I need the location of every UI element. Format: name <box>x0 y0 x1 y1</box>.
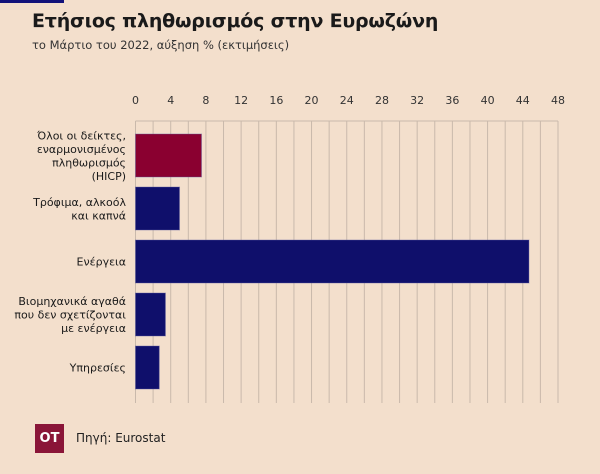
bar <box>135 186 181 231</box>
x-tick-label: 24 <box>340 94 354 107</box>
x-tick-label: 8 <box>202 94 209 107</box>
category-label-line: Τρόφιμα, αλκοόλ <box>32 196 126 209</box>
bar <box>135 239 530 284</box>
category-label: Βιομηχανικά αγαθά που δεν σχετίζονται με ε… <box>14 295 126 335</box>
bar <box>135 133 203 178</box>
category-label-line: Ενέργεια <box>77 256 126 269</box>
ot-logo: OT <box>35 424 64 453</box>
x-tick-label: 28 <box>375 94 389 107</box>
category-label-line: Βιομηχανικά αγαθά <box>18 295 126 308</box>
x-tick-label: 12 <box>234 94 248 107</box>
category-label: Όλοι οι δείκτες, εναρμονισμένος πληθωρισμό… <box>36 129 126 183</box>
top-accent-bar <box>0 0 64 3</box>
x-tick-label: 48 <box>551 94 565 107</box>
x-tick-label: 36 <box>445 94 459 107</box>
category-label-line: και καπνά <box>71 209 126 222</box>
category-label-line: που δεν σχετίζονται <box>14 309 126 322</box>
category-label: Ενέργεια <box>77 256 126 269</box>
x-tick-label: 4 <box>167 94 174 107</box>
category-label: Τρόφιμα, αλκοόλ και καπνά <box>32 196 126 223</box>
chart-subtitle: το Μάρτιο του 2022, αύξηση % (εκτιμήσεις… <box>32 38 290 52</box>
x-tick-label: 16 <box>269 94 283 107</box>
chart-title: Ετήσιος πληθωρισμός στην Ευρωζώνη <box>32 10 439 32</box>
category-label: Υπηρεσίες <box>69 362 126 375</box>
category-label-line: πληθωρισμός <box>52 156 126 169</box>
category-label-line: εναρμονισμένος <box>37 143 126 156</box>
x-tick-label: 20 <box>305 94 319 107</box>
x-tick-label: 40 <box>481 94 495 107</box>
bar <box>135 345 160 390</box>
category-label-line: με ενέργεια <box>61 322 126 335</box>
source-note: Πηγή: Eurostat <box>76 431 166 445</box>
bar <box>135 292 166 337</box>
x-tick-label: 0 <box>132 94 139 107</box>
category-label-line: (HICP) <box>92 170 126 183</box>
x-tick-label: 44 <box>516 94 530 107</box>
x-tick-label: 32 <box>410 94 424 107</box>
category-label-line: Υπηρεσίες <box>69 362 126 375</box>
category-label-line: Όλοι οι δείκτες, <box>36 129 126 142</box>
